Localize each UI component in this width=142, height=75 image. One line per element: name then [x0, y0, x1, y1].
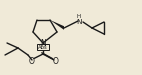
- Text: H: H: [77, 14, 81, 20]
- Polygon shape: [50, 20, 64, 30]
- Text: N: N: [40, 38, 46, 47]
- Text: N: N: [76, 19, 82, 25]
- Text: O: O: [29, 57, 35, 66]
- FancyBboxPatch shape: [37, 44, 49, 50]
- Text: O: O: [53, 57, 59, 66]
- Text: Abs: Abs: [38, 45, 48, 50]
